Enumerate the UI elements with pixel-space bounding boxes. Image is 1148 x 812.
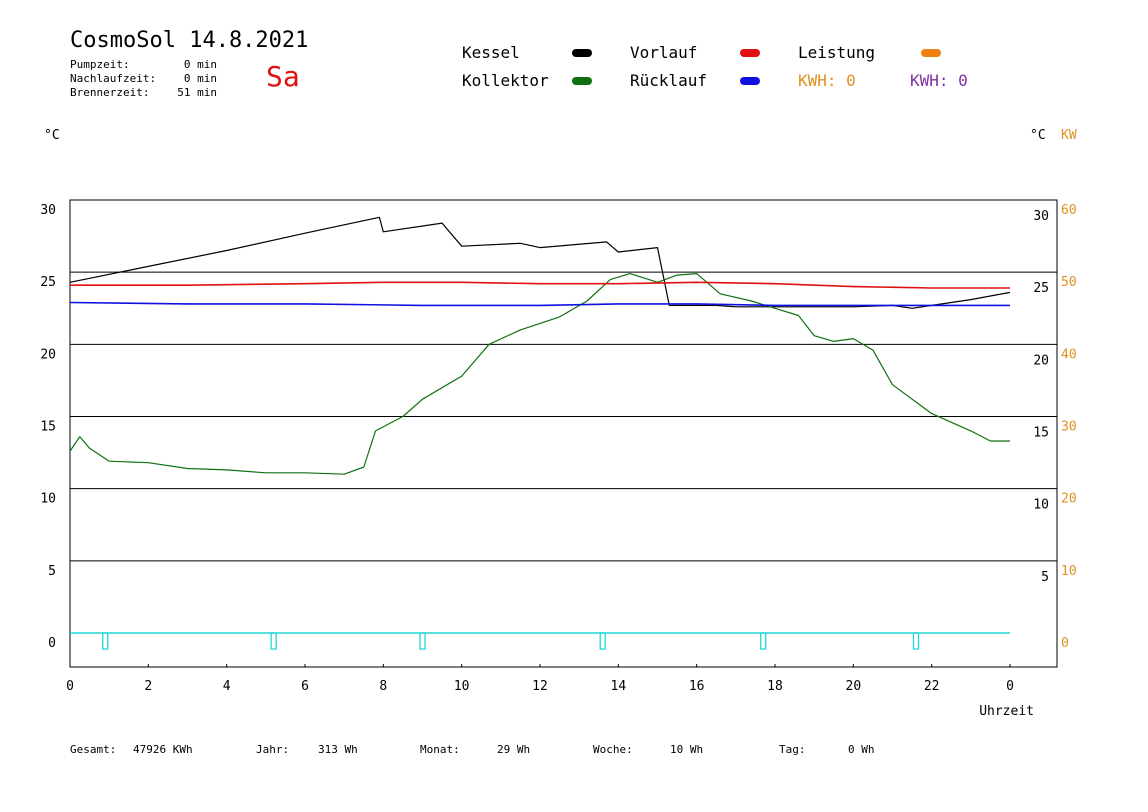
pump-marker-4 xyxy=(760,632,767,650)
y-tick-right-10: 10 xyxy=(1033,498,1049,513)
pump-marker-5 xyxy=(912,632,920,650)
y-tick-kw-30: 30 xyxy=(1061,420,1077,435)
x-tick-label-4: 8 xyxy=(379,679,387,694)
x-tick-label-7: 14 xyxy=(611,679,627,694)
y-tick-right-20: 20 xyxy=(1033,353,1049,368)
stat-nachlaufzeit-value: 0 min xyxy=(183,72,217,85)
footer-jahr-value: 313 Wh xyxy=(318,743,358,756)
right-axis-unit: °C xyxy=(1030,128,1046,143)
x-tick-label-8: 16 xyxy=(689,679,705,694)
x-tick-label-12: 0 xyxy=(1006,679,1014,694)
right-axis-kw-unit: KW xyxy=(1061,128,1077,143)
legend-kollektor-label: Kollektor xyxy=(462,71,549,90)
footer-tag-label: Tag: xyxy=(779,743,806,756)
legend-ruecklauf-label: Rücklauf xyxy=(630,71,708,90)
footer-jahr-label: Jahr: xyxy=(256,743,290,756)
legend-vorlauf-swatch xyxy=(740,49,760,57)
x-tick-label-10: 20 xyxy=(846,679,862,694)
legend-leistung-label: Leistung xyxy=(798,43,876,62)
series-line-2 xyxy=(70,281,1010,289)
stat-brennerzeit-label: Brennerzeit: xyxy=(70,86,150,99)
footer-gesamt-value: 47926 KWh xyxy=(133,743,193,756)
x-tick-label-5: 10 xyxy=(454,679,470,694)
series-line-1 xyxy=(69,273,1010,475)
y-tick-kw-20: 20 xyxy=(1061,492,1077,507)
page-title: CosmoSol 14.8.2021 xyxy=(70,28,309,53)
x-tick-label-3: 6 xyxy=(301,679,309,694)
y-tick-kw-50: 50 xyxy=(1061,275,1077,290)
pump-marker-1 xyxy=(270,632,277,650)
x-tick-label-11: 22 xyxy=(924,679,940,694)
legend-kwh-1: KWH: 0 xyxy=(798,71,856,90)
y-tick-left-25: 25 xyxy=(40,275,56,290)
footer-woche-label: Woche: xyxy=(593,743,633,756)
y-tick-right-30: 30 xyxy=(1033,209,1049,224)
pump-marker-3 xyxy=(599,632,606,650)
y-tick-left-20: 20 xyxy=(40,347,56,362)
y-tick-right-5: 5 xyxy=(1041,570,1049,585)
footer-gesamt-label: Gesamt: xyxy=(70,743,117,756)
x-tick-label-9: 18 xyxy=(767,679,783,694)
weekday-label: Sa xyxy=(266,60,300,93)
series-line-3 xyxy=(69,301,1010,307)
pump-marker-2 xyxy=(419,632,426,650)
pump-marker-layer xyxy=(70,632,1010,650)
legend-vorlauf-label: Vorlauf xyxy=(630,43,698,62)
stat-nachlaufzeit-label: Nachlaufzeit: xyxy=(70,72,157,85)
footer-monat-label: Monat: xyxy=(420,743,460,756)
y-tick-kw-10: 10 xyxy=(1061,564,1077,579)
y-tick-right-15: 15 xyxy=(1033,426,1049,441)
left-axis-unit: °C xyxy=(44,128,60,143)
plot-frame xyxy=(69,199,1058,668)
legend-kwh-2: KWH: 0 xyxy=(910,71,968,90)
stat-pumpzeit-label: Pumpzeit: xyxy=(70,58,130,71)
y-tick-kw-0: 0 xyxy=(1061,636,1069,651)
grid-layer xyxy=(69,199,1058,668)
footer-tag-value: 0 Wh xyxy=(848,743,875,756)
legend-leistung-swatch xyxy=(921,49,941,57)
y-tick-left-5: 5 xyxy=(48,564,56,579)
x-tick-label-2: 4 xyxy=(223,679,231,694)
legend-ruecklauf-swatch xyxy=(740,77,760,85)
legend-kessel-label: Kessel xyxy=(462,43,520,62)
stat-brennerzeit-value: 51 min xyxy=(177,86,217,99)
series-layer xyxy=(69,216,1011,475)
y-tick-left-15: 15 xyxy=(40,420,56,435)
footer-monat-value: 29 Wh xyxy=(497,743,531,756)
x-axis-label: Uhrzeit xyxy=(979,704,1034,719)
footer-woche-value: 10 Wh xyxy=(670,743,704,756)
y-tick-right-25: 25 xyxy=(1033,281,1049,296)
y-tick-left-30: 30 xyxy=(40,203,56,218)
pump-marker-0 xyxy=(102,632,109,650)
stat-pumpzeit-value: 0 min xyxy=(183,58,217,71)
y-tick-left-0: 0 xyxy=(48,636,56,651)
x-tick-label-6: 12 xyxy=(532,679,548,694)
series-line-0 xyxy=(69,216,1011,309)
y-tick-kw-60: 60 xyxy=(1061,203,1077,218)
x-tick-label-0: 0 xyxy=(66,679,74,694)
y-tick-left-10: 10 xyxy=(40,492,56,507)
legend-kollektor-swatch xyxy=(572,77,592,85)
x-tick-label-1: 2 xyxy=(144,679,152,694)
y-tick-kw-40: 40 xyxy=(1061,347,1077,362)
legend-kessel-swatch xyxy=(572,49,592,57)
